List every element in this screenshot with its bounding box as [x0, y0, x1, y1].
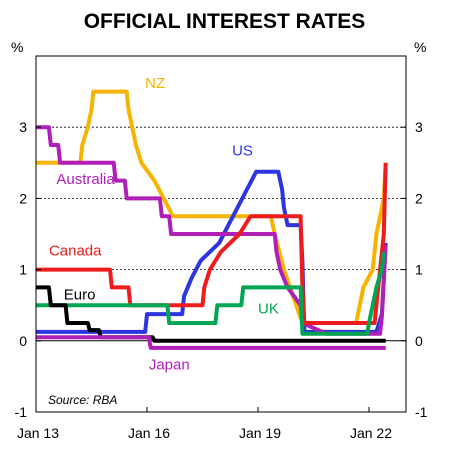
series-line-japan: [36, 335, 386, 350]
y-tick-label-left: 2: [19, 190, 27, 206]
x-tick-label: Jan 19: [239, 425, 281, 441]
x-tick-label: Jan 22: [350, 425, 392, 441]
series-label-uk: UK: [258, 301, 279, 318]
series-label-canada: Canada: [49, 242, 102, 259]
y-tick-label-left: 0: [19, 333, 27, 349]
y-tick-label-left: -1: [15, 404, 28, 420]
source-note: Source: RBA: [48, 393, 117, 407]
series-label-australia: Australia: [56, 171, 115, 188]
y-tick-label-right: 2: [415, 190, 423, 206]
series-label-us: US: [232, 143, 253, 160]
x-tick-label: Jan 16: [128, 425, 170, 441]
series-line-euro: [36, 285, 386, 343]
y-tick-label-right: 3: [415, 119, 423, 135]
axis-ticks: -1 -1 0 0 1 1 2 2 3 3 Jan 13 Jan 16 Jan 19 Jan 22: [15, 119, 428, 441]
y-tick-label-right: 1: [415, 262, 423, 278]
y-unit-right: %: [414, 39, 426, 55]
y-tick-label-left: 3: [19, 119, 27, 135]
series-label-euro: Euro: [64, 287, 96, 304]
chart-title: OFFICIAL INTEREST RATES: [84, 10, 366, 33]
series-label-nz: NZ: [145, 75, 165, 92]
series-line-nz: [36, 89, 388, 325]
y-tick-label-right: 0: [415, 333, 423, 349]
series-line-uk: [36, 251, 386, 336]
y-tick-label-right: -1: [415, 404, 428, 420]
series-labels: NZ US Australia Canada Euro UK Japan: [49, 75, 279, 373]
y-unit-left: %: [11, 39, 23, 55]
series-label-japan: Japan: [149, 356, 190, 373]
series-line-canada: [36, 162, 388, 325]
plot-frame: [35, 55, 407, 413]
x-tick-label: Jan 13: [17, 425, 59, 441]
y-tick-label-left: 1: [19, 262, 27, 278]
series-lines: [36, 89, 388, 350]
